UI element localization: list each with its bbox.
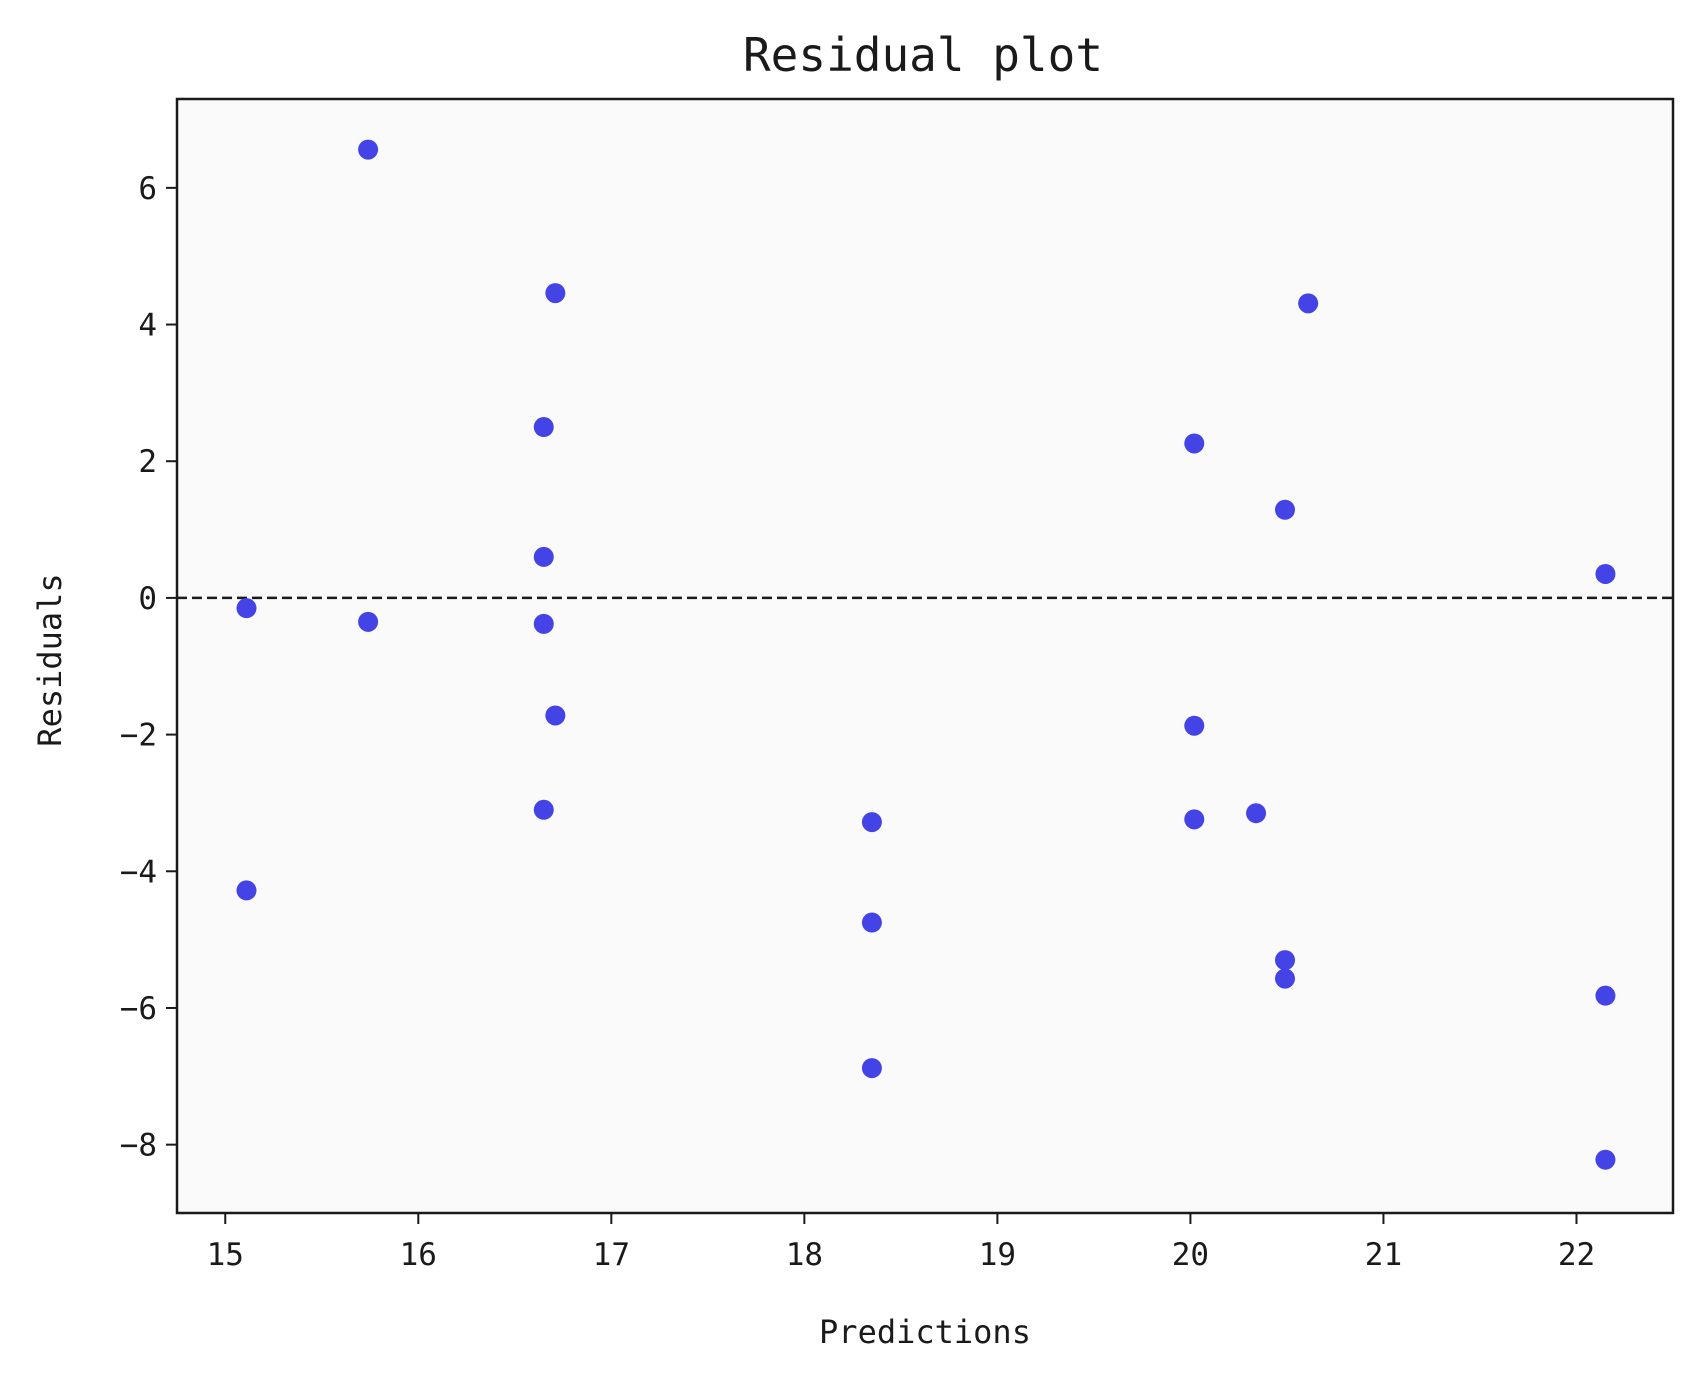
x-tick-label-15: 15: [207, 1237, 244, 1273]
data-point-7: [533, 799, 554, 820]
y-tick-label-4: 0: [138, 581, 157, 617]
data-point-1: [236, 880, 257, 901]
y-tick-label-2: −4: [120, 854, 157, 890]
data-points: [236, 139, 1616, 1170]
y-tick-label-1: −6: [120, 991, 157, 1027]
y-tick-label-0: −8: [120, 1128, 157, 1164]
x-tick-label-20: 20: [1172, 1237, 1209, 1273]
data-point-4: [533, 417, 554, 438]
x-tick-label-17: 17: [593, 1237, 630, 1273]
y-axis-label: Residuals: [31, 573, 69, 746]
data-point-21: [1595, 563, 1616, 584]
data-point-11: [861, 912, 882, 933]
x-tick-label-16: 16: [400, 1237, 437, 1273]
data-point-19: [1275, 968, 1296, 989]
data-point-12: [861, 1058, 882, 1079]
data-point-3: [358, 611, 379, 632]
y-tick-label-3: −2: [120, 718, 157, 754]
data-point-0: [236, 598, 257, 619]
data-point-22: [1595, 985, 1616, 1006]
x-axis-ticks: 15 16 17 18 19 20 21 22: [207, 1213, 1595, 1273]
x-tick-label-19: 19: [979, 1237, 1016, 1273]
chart-title: Residual plot: [743, 28, 1103, 82]
data-point-15: [1184, 809, 1205, 830]
y-tick-label-7: 6: [138, 171, 157, 207]
data-point-2: [358, 139, 379, 160]
data-point-5: [533, 546, 554, 567]
data-point-6: [533, 613, 554, 634]
data-point-16: [1246, 803, 1267, 824]
data-point-10: [861, 812, 882, 833]
x-tick-label-18: 18: [786, 1237, 823, 1273]
y-tick-label-6: 4: [138, 308, 157, 344]
data-point-20: [1298, 293, 1319, 314]
data-point-23: [1595, 1149, 1616, 1170]
plot-frame: [175, 97, 1675, 1215]
data-point-8: [545, 283, 566, 304]
data-point-18: [1275, 950, 1296, 971]
data-point-9: [545, 705, 566, 726]
x-axis-label: Predictions: [819, 1313, 1031, 1351]
x-tick-label-21: 21: [1365, 1237, 1402, 1273]
x-tick-label-22: 22: [1558, 1237, 1595, 1273]
y-axis-ticks: −8 −6 −4 −2 0 2 4 6: [120, 171, 177, 1164]
y-tick-label-5: 2: [138, 444, 157, 480]
data-point-13: [1184, 433, 1205, 454]
data-point-14: [1184, 715, 1205, 736]
data-point-17: [1275, 499, 1296, 520]
plot-area: [177, 99, 1673, 1213]
